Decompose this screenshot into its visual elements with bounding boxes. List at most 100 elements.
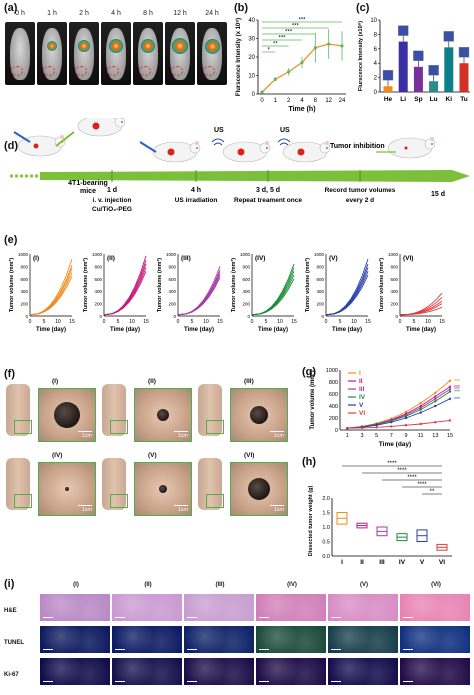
x-tick-label: 10 xyxy=(351,319,357,325)
tumor-region-marker xyxy=(43,66,55,76)
y-tick-label: 4 xyxy=(374,61,378,67)
scale-label: 1cm xyxy=(81,433,92,439)
fluorescence-signal xyxy=(109,39,123,53)
x-tick-label: 10 xyxy=(277,319,283,325)
zoom-source-box xyxy=(206,420,224,434)
panel-e: (e) (I) 0 200 400 600 800 1000 0 5 10 15 Time (day)… xyxy=(0,232,474,350)
tumor-mass xyxy=(248,478,270,500)
y-tick-label: 1000 xyxy=(326,368,338,374)
x-tick-label: 8 xyxy=(314,98,318,104)
bar xyxy=(413,66,423,92)
x-tick-label: 10 xyxy=(425,319,431,325)
x-tick-label: 5 xyxy=(413,319,416,325)
y-tick-label: 200 xyxy=(329,416,338,422)
timeline-day: 15 d xyxy=(431,191,445,198)
scale-bar xyxy=(331,616,341,618)
x-tick-label: 0 xyxy=(260,98,264,104)
tumor-closeup-photo: 1cm xyxy=(38,462,96,516)
organ-distribution-chart: 0 2 4 6 8 10 Flurscence Intensity (x10⁸) He Li Sp… xyxy=(358,18,470,103)
x-tick-label: 10 xyxy=(203,319,209,325)
y-tick-label: 1000 xyxy=(388,252,399,257)
x-tick-label: Lu xyxy=(430,96,438,103)
data-point xyxy=(448,397,452,400)
histology-image xyxy=(40,594,110,621)
data-point xyxy=(360,426,364,430)
panel-g: (g) 0 200 400 600 800 1000 1 3 5 7 9 11 13 15 Time (da… xyxy=(300,362,474,454)
y-tick-label: 0.0 xyxy=(322,554,330,560)
tumor-closeup-photo: 1cm xyxy=(38,388,96,442)
scale-bar xyxy=(331,680,341,682)
scale-bar xyxy=(115,648,125,650)
y-tick-label: 400 xyxy=(329,404,338,410)
panel-g-label: (g) xyxy=(302,366,317,378)
mouse-growth-curve xyxy=(177,272,221,316)
data-point xyxy=(419,422,422,426)
timeline-arrow xyxy=(40,170,470,182)
model-label: 4T1-bearing xyxy=(68,180,108,187)
y-tick-label: 10 xyxy=(370,18,377,24)
x-tick-label: 0 xyxy=(177,319,180,325)
mouse-eye xyxy=(431,143,433,145)
tumor-dot xyxy=(33,143,39,149)
data-point xyxy=(448,419,452,422)
scale-bar xyxy=(331,648,341,650)
tumor-dot xyxy=(92,122,100,130)
significance-label: *** xyxy=(285,30,293,36)
panel-d: (d) US US Tumor inhibition 4T1-bearing mice 1… xyxy=(0,115,474,228)
y-tick-label: 8 xyxy=(374,32,378,38)
group-label: (IV) xyxy=(255,255,265,262)
scale-label: 1cm xyxy=(273,433,284,439)
x-tick-label: I xyxy=(341,559,343,566)
mouse-image xyxy=(197,22,227,85)
mouse-ear xyxy=(325,141,329,145)
timeline-desc: Repeat treament once xyxy=(234,197,302,204)
mouse-body xyxy=(282,141,328,163)
y-tick-label: 400 xyxy=(390,289,398,294)
tumor-dot xyxy=(167,148,175,156)
x-tick-label: 24 xyxy=(339,98,346,104)
panel-i: (i) (I) (II) (III) (IV) (V) (VI) H&E TUNEL Ki-67 xyxy=(0,578,474,695)
panel-c-label: (c) xyxy=(356,2,370,14)
histology-image xyxy=(328,626,398,653)
histology-image xyxy=(112,626,182,653)
histology-image xyxy=(184,594,254,621)
x-tick-label: He xyxy=(384,96,393,103)
time-label: 4 h xyxy=(111,10,121,17)
data-point xyxy=(375,424,378,427)
series-line xyxy=(347,398,451,429)
x-tick-label: 5 xyxy=(43,319,46,325)
timeline-desc: Record tumor volumes xyxy=(325,187,396,194)
significance-label: *** xyxy=(454,390,460,396)
y-tick-label: 2.0 xyxy=(322,496,330,502)
y-tick-label: 400 xyxy=(168,289,176,294)
scale-bar xyxy=(115,616,125,618)
time-label: 0 h xyxy=(15,10,25,17)
time-label: 24 h xyxy=(205,10,219,17)
x-tick-label: 9 xyxy=(404,433,407,439)
histology-image xyxy=(184,626,254,653)
panel-h: (h) 0.0 0.5 1.0 1.5 2.0 Dissected tumor weigh… xyxy=(300,454,474,574)
organ-image xyxy=(443,31,455,42)
y-tick-label: 200 xyxy=(316,302,324,307)
tumor-mass xyxy=(65,487,69,491)
histology-image xyxy=(328,594,398,621)
significance-label: **** xyxy=(397,468,407,474)
y-tick-label: 1000 xyxy=(92,252,103,257)
y-axis-label: Tumor volume (mm³) xyxy=(82,258,89,312)
data-point xyxy=(273,77,277,81)
panel-i-label: (i) xyxy=(4,578,15,590)
group-label: (IV) xyxy=(52,452,63,459)
zoom-source-box xyxy=(110,420,128,434)
zoom-source-box xyxy=(206,494,224,508)
mouse-ear xyxy=(60,135,64,139)
scale-bar xyxy=(187,648,197,650)
tumor-dot xyxy=(404,146,408,150)
step-arrow xyxy=(55,131,75,147)
x-tick-label: Ki xyxy=(446,96,453,103)
x-axis-label: Time (day) xyxy=(406,327,436,333)
y-tick-label: 800 xyxy=(242,264,250,269)
panel-b-label: (b) xyxy=(234,2,249,14)
x-tick-label: Li xyxy=(400,96,406,103)
data-point xyxy=(390,425,393,428)
group-label: (I) xyxy=(33,255,39,262)
